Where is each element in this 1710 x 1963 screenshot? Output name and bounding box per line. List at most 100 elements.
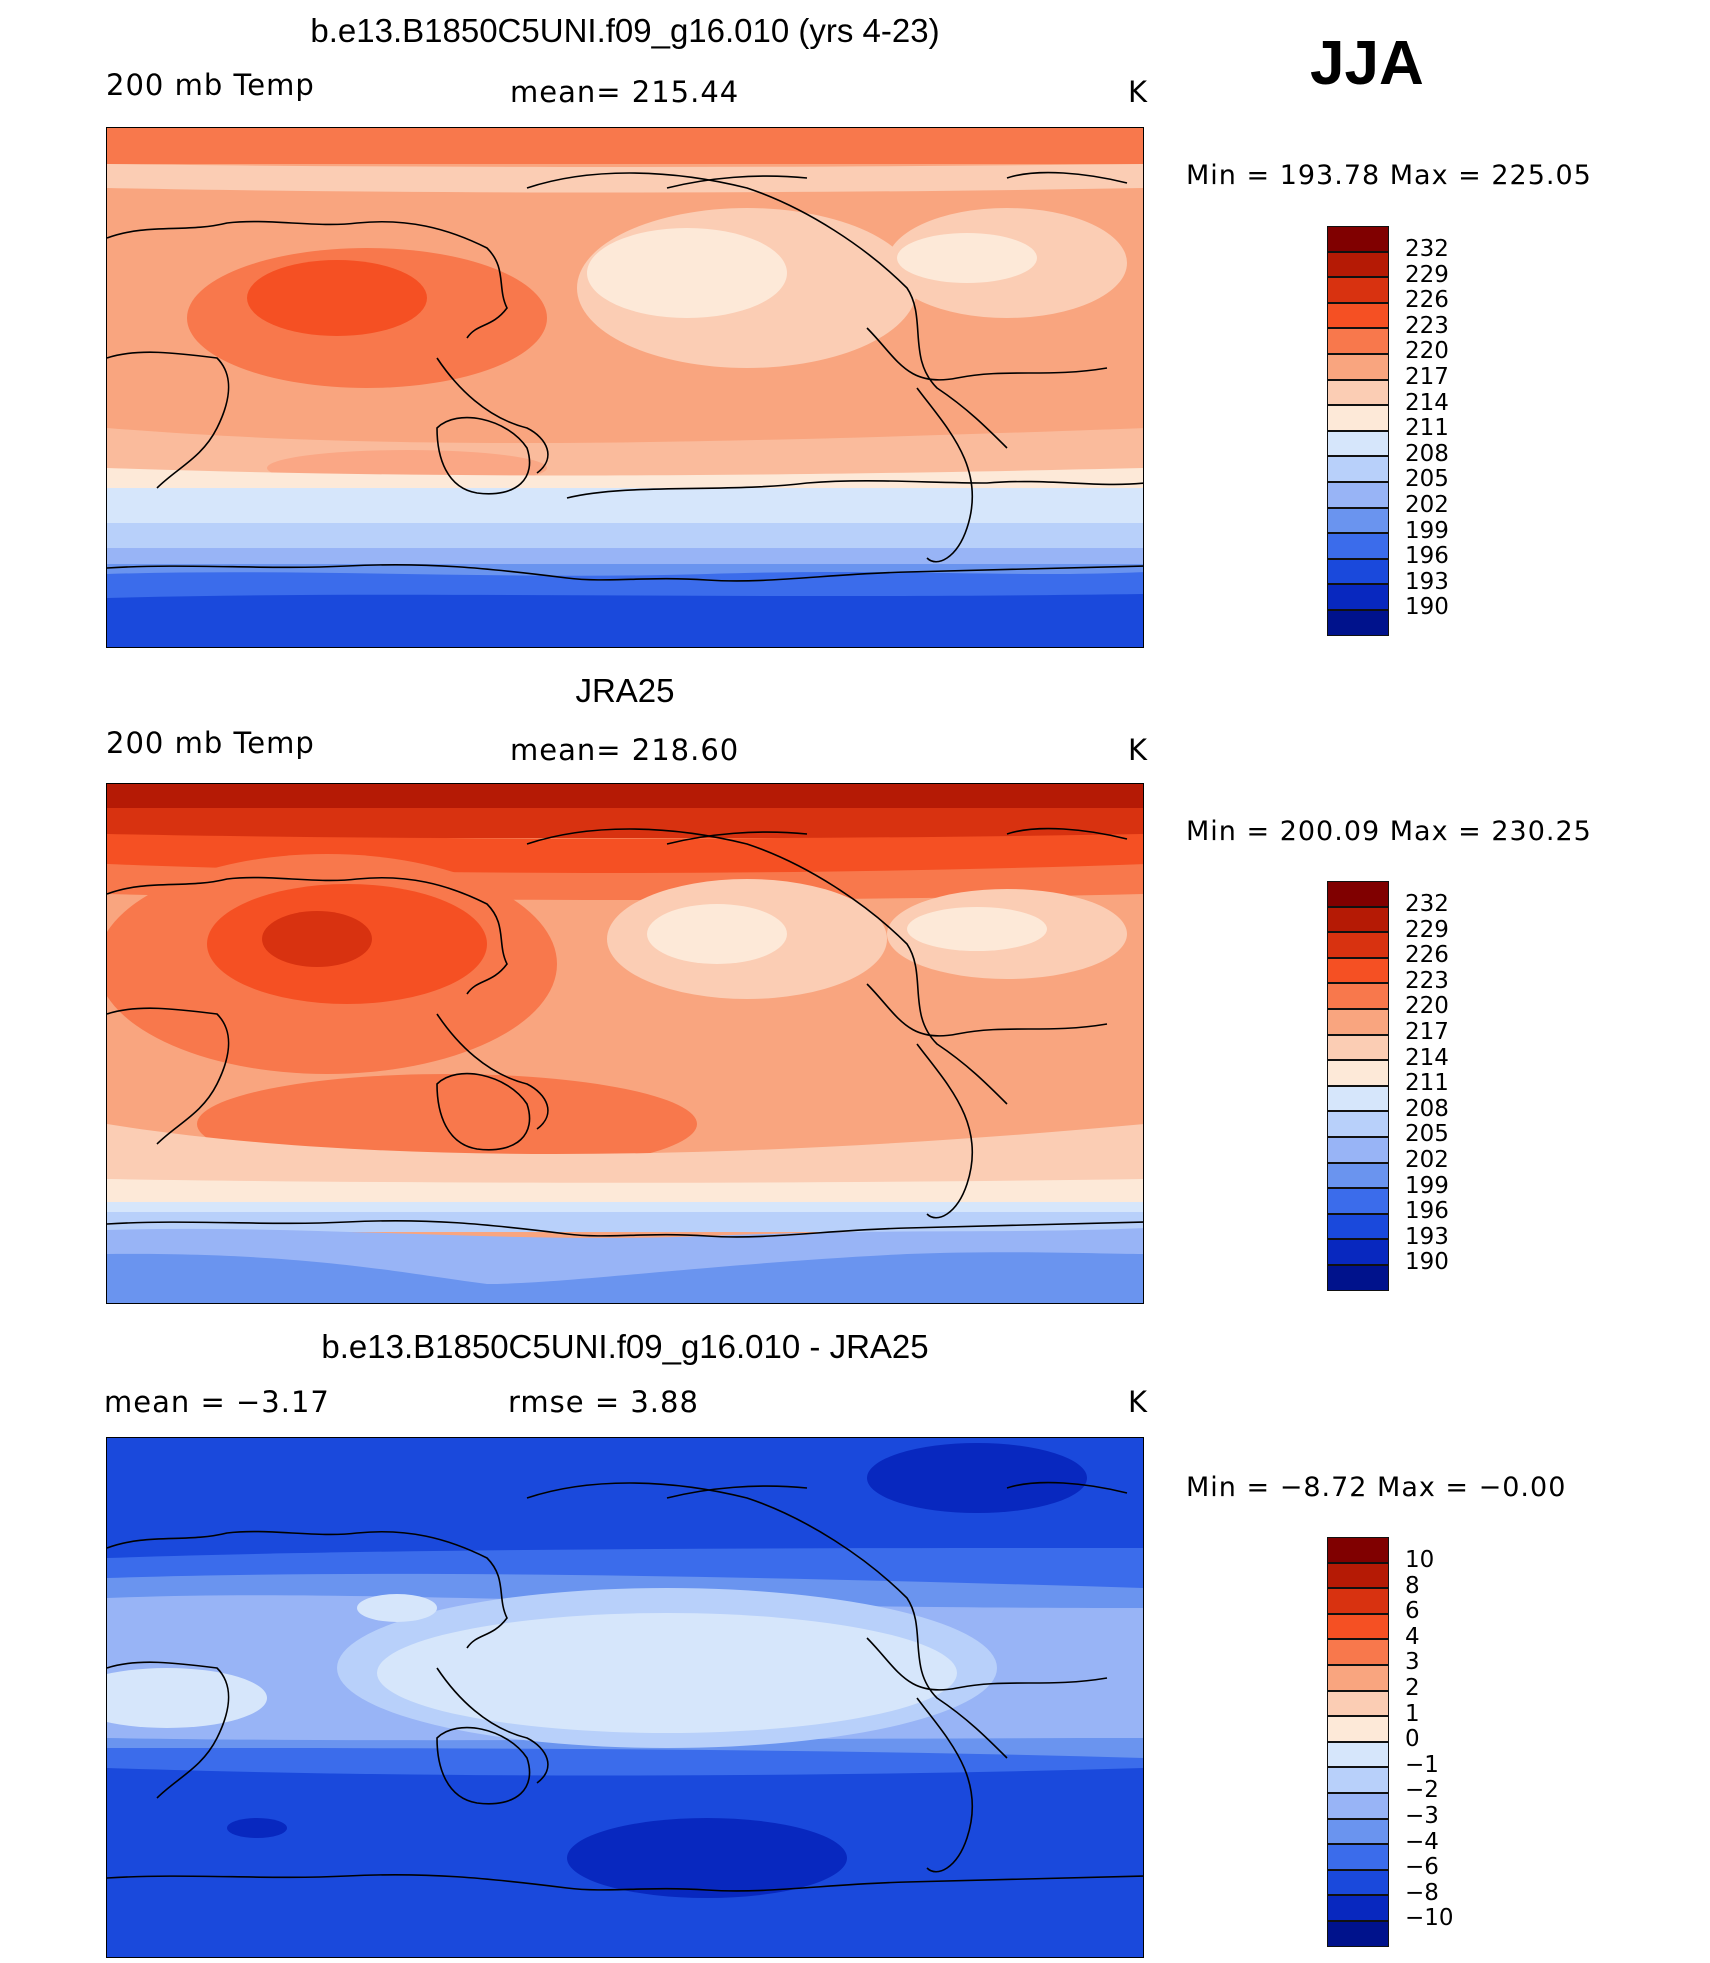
panel-1-colorbar-box — [1327, 226, 1389, 252]
panel-2-colorbar-box — [1327, 1111, 1389, 1137]
panel-1-colorbar-box — [1327, 405, 1389, 431]
panel-1-colorbar-label: 205 — [1405, 466, 1449, 493]
panel-2-colorbar-label: 196 — [1405, 1198, 1449, 1225]
panel-2-map — [106, 783, 1144, 1304]
panel-3-colorbar-label: −4 — [1405, 1828, 1439, 1855]
panel-3-map — [106, 1437, 1144, 1958]
panel-3-colorbar-label: −8 — [1405, 1879, 1439, 1906]
panel-2-colorbar-box — [1327, 1034, 1389, 1061]
panel-1-colorbar-label: 196 — [1405, 543, 1449, 570]
panel-1-colorbar-label: 199 — [1405, 517, 1449, 544]
panel-2-colorbar-box — [1327, 1009, 1389, 1035]
panel-1-colorbar-box — [1327, 456, 1389, 482]
panel-3-colorbar-box — [1327, 1741, 1389, 1768]
panel-2-colorbar-label: 193 — [1405, 1223, 1449, 1250]
panel-1-colorbar-box — [1327, 354, 1389, 380]
panel-3-colorbar-box — [1327, 1716, 1389, 1742]
panel-2-colorbar-label: 199 — [1405, 1172, 1449, 1199]
panel-3-colorbar-box — [1327, 1818, 1389, 1845]
panel-3-colorbar-box — [1327, 1793, 1389, 1819]
panel-2-colorbar-box — [1327, 1239, 1389, 1265]
panel-3-colorbar-box — [1327, 1921, 1389, 1947]
panel-1-colorbar-box — [1327, 302, 1389, 329]
panel-1-map — [106, 127, 1144, 648]
panel-3-colorbar-label: −3 — [1405, 1803, 1439, 1829]
panel-3-mean-label: mean = −3.17 — [104, 1385, 330, 1419]
panel-3-units: K — [1128, 1385, 1149, 1419]
panel-2-colorbar-box — [1327, 957, 1389, 984]
panel-1-colorbar-box — [1327, 328, 1389, 354]
panel-3-colorbar-label: −10 — [1405, 1905, 1454, 1932]
panel-3-colorbar-box — [1327, 1665, 1389, 1691]
panel-1-colorbar-label: 220 — [1405, 338, 1449, 365]
panel-2-colorbar-box — [1327, 881, 1389, 907]
panel-1-variable-label: 200 mb Temp — [106, 68, 315, 102]
panel-3-colorbar-label: 4 — [1405, 1623, 1420, 1650]
panel-1-colorbar-label: 223 — [1405, 312, 1449, 339]
panel-2-colorbar-box — [1327, 932, 1389, 958]
panel-1-minmax: Min = 193.78 Max = 225.05 — [1186, 160, 1592, 191]
panel-3-colorbar-label: 1 — [1405, 1700, 1420, 1727]
panel-2-colorbar-label: 232 — [1405, 891, 1449, 917]
panel-3-colorbar-box — [1327, 1844, 1389, 1870]
panel-2-minmax: Min = 200.09 Max = 230.25 — [1186, 816, 1592, 847]
panel-3-colorbar-box — [1327, 1537, 1389, 1563]
panel-2-colorbar-box — [1327, 1213, 1389, 1240]
panel-3-colorbar-label: 8 — [1405, 1572, 1420, 1599]
panel-1-colorbar-label: 232 — [1405, 236, 1449, 262]
panel-3-colorbar-label: 2 — [1405, 1675, 1420, 1701]
panel-1-colorbar-label: 193 — [1405, 568, 1449, 595]
panel-3-rmse-label: rmse = 3.88 — [508, 1385, 699, 1419]
panel-3-title: b.e13.B1850C5UNI.f09_g16.010 - JRA25 — [321, 1328, 929, 1365]
panel-3-colorbar-label: −6 — [1405, 1854, 1439, 1881]
panel-3-colorbar-box — [1327, 1613, 1389, 1640]
panel-2-colorbar-label: 202 — [1405, 1147, 1449, 1173]
panel-3-colorbar-box — [1327, 1588, 1389, 1614]
panel-2-colorbar-box — [1327, 1060, 1389, 1086]
panel-2-units: K — [1128, 733, 1149, 767]
panel-2-colorbar-box — [1327, 983, 1389, 1009]
panel-3-colorbar: 10 8 6 4 3 2 1 0 −1 −2 −3 −4 −6 −8 −10 — [1327, 1537, 1454, 1947]
panel-2-colorbar-label: 226 — [1405, 942, 1449, 969]
panel-2-mean-label: mean= 218.60 — [510, 733, 740, 767]
panel-1-colorbar-box — [1327, 277, 1389, 303]
panel-3-colorbar-label: −1 — [1405, 1751, 1439, 1778]
panel-3-colorbar-label: 10 — [1405, 1547, 1435, 1573]
panel-1-title: b.e13.B1850C5UNI.f09_g16.010 (yrs 4-23) — [310, 12, 940, 49]
panel-1-colorbar-label: 226 — [1405, 287, 1449, 314]
panel-2-colorbar-box — [1327, 1188, 1389, 1214]
panel-1-colorbar: 232 229 226 223 220 217 214 211 208 205 … — [1327, 226, 1449, 636]
panel-3-colorbar-box — [1327, 1562, 1389, 1589]
panel-2-colorbar-label: 217 — [1405, 1019, 1449, 1045]
panel-2-colorbar-label: 208 — [1405, 1095, 1449, 1122]
panel-2-colorbar-box — [1327, 1085, 1389, 1112]
panel-1-colorbar-label: 217 — [1405, 364, 1449, 390]
panel-3-colorbar-box — [1327, 1895, 1389, 1921]
panel-2-variable-label: 200 mb Temp — [106, 726, 315, 760]
panel-3-minmax: Min = −8.72 Max = −0.00 — [1186, 1472, 1567, 1503]
panel-1-mean-label: mean= 215.44 — [510, 75, 740, 109]
panel-2-colorbar-label: 211 — [1405, 1070, 1449, 1097]
panel-3-colorbar-box — [1327, 1690, 1389, 1717]
panel-1-colorbar-box — [1327, 610, 1389, 636]
panel-1-colorbar-box — [1327, 584, 1389, 610]
panel-1-colorbar-box — [1327, 430, 1389, 457]
season-label: JJA — [1310, 29, 1424, 98]
panel-1-colorbar-box — [1327, 251, 1389, 278]
panel-2-colorbar-label: 229 — [1405, 916, 1449, 943]
panel-1-colorbar-label: 190 — [1405, 594, 1449, 621]
panel-2-colorbar-label: 214 — [1405, 1044, 1449, 1071]
panel-3-colorbar-box — [1327, 1767, 1389, 1793]
panel-3-colorbar-label: 6 — [1405, 1598, 1420, 1625]
panel-2-colorbar-box — [1327, 1137, 1389, 1163]
panel-2-colorbar-box — [1327, 1265, 1389, 1291]
panel-1-colorbar-box — [1327, 379, 1389, 406]
panel-2-colorbar-label: 205 — [1405, 1121, 1449, 1148]
panel-3-colorbar-label: 0 — [1405, 1726, 1420, 1753]
panel-1-colorbar-box — [1327, 533, 1389, 559]
panel-3-colorbar-box — [1327, 1869, 1389, 1896]
panel-1-units: K — [1128, 75, 1149, 109]
panel-2-colorbar-label: 190 — [1405, 1249, 1449, 1276]
panel-1-colorbar-box — [1327, 482, 1389, 508]
panel-2-colorbar-box — [1327, 1162, 1389, 1189]
